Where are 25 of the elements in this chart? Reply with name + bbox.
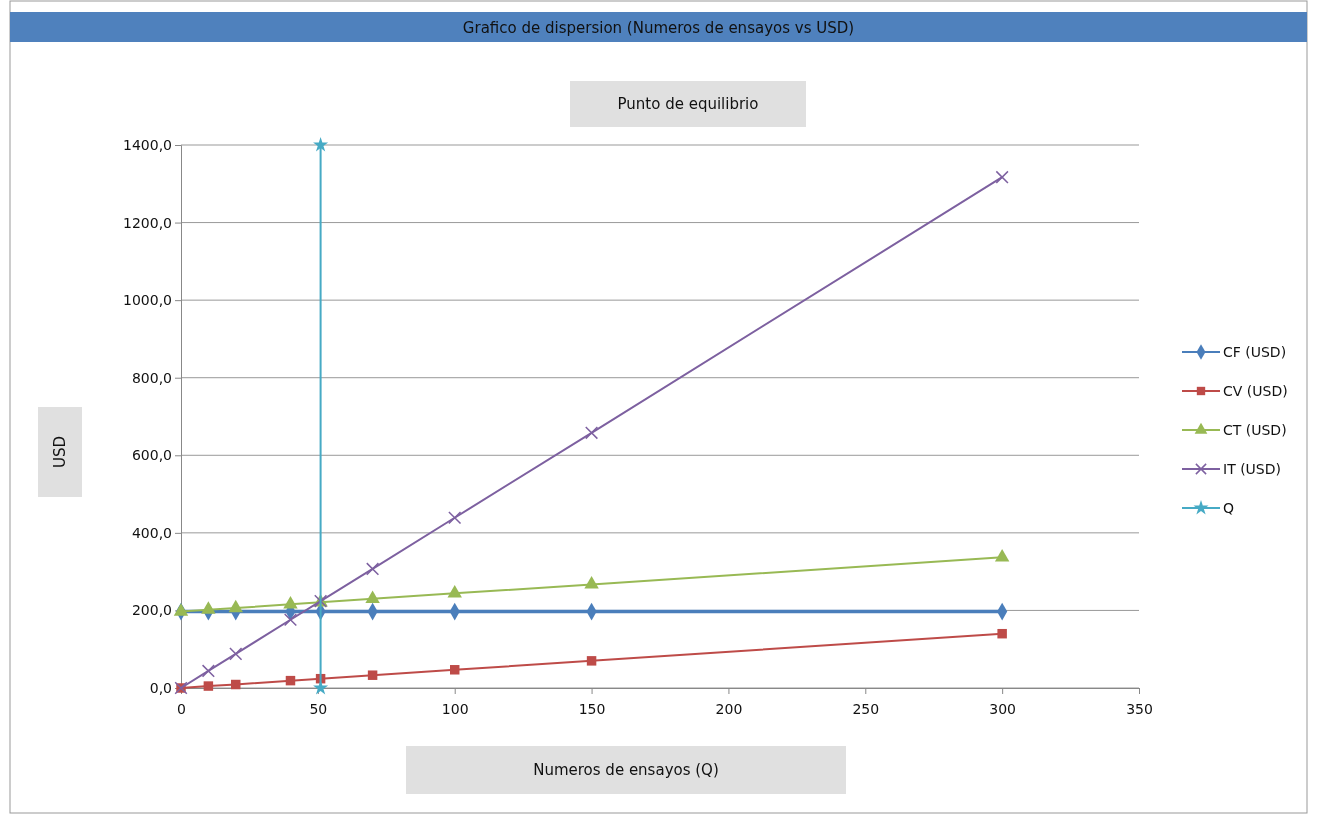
y-tick-label: 400,0 <box>131 524 172 541</box>
y-tick-label: 0,0 <box>149 679 172 696</box>
y-tick-label: 1200,0 <box>123 214 172 231</box>
y-tick-label: 800,0 <box>131 369 172 386</box>
y-tick-label: 1400,0 <box>123 136 172 153</box>
x-tick-label: 50 <box>309 700 328 717</box>
x-axis-title: Numeros de ensayos (Q) <box>533 761 719 779</box>
legend-label: Q <box>1223 500 1235 516</box>
x-tick-label: 100 <box>441 700 469 717</box>
legend-label: CV (USD) <box>1223 383 1288 399</box>
x-tick-label: 200 <box>715 700 743 717</box>
x-tick-label: 350 <box>1126 700 1153 717</box>
y-tick-label: 600,0 <box>131 447 172 464</box>
chart-subtitle: Punto de equilibrio <box>617 95 759 113</box>
x-tick-label: 300 <box>989 700 1017 717</box>
chart-title: Grafico de dispersion (Numeros de ensayos vs USD) <box>462 19 855 37</box>
x-tick-label: 250 <box>852 700 880 717</box>
legend-label: IT (USD) <box>1223 461 1281 477</box>
legend-label: CF (USD) <box>1223 344 1287 360</box>
x-tick-label: 0 <box>177 700 186 717</box>
y-axis-title: USD <box>51 435 69 469</box>
y-tick-label: 1000,0 <box>123 292 172 309</box>
legend-label: CT (USD) <box>1223 422 1287 438</box>
x-tick-label: 150 <box>578 700 606 717</box>
y-tick-label: 200,0 <box>131 602 172 619</box>
